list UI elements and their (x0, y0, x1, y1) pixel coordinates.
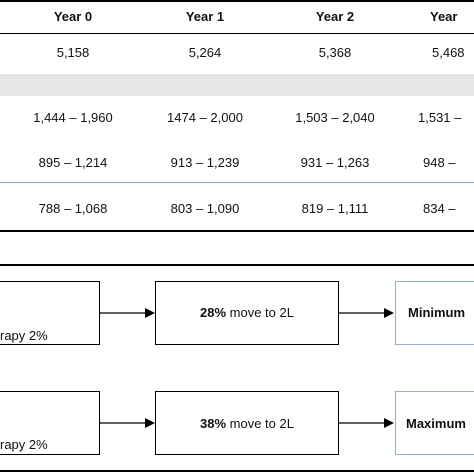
cell-r1-c2: 1,503 – 2,040 (295, 110, 375, 125)
cell-r1-c0: 1,444 – 1,960 (33, 110, 113, 125)
cell-r2-c3: 948 – (423, 155, 456, 170)
header-year-0: Year 0 (53, 9, 93, 24)
cell-r3-c3: 834 – (423, 201, 456, 216)
table-top-border (0, 0, 474, 2)
flow-box-mid-1 (155, 281, 339, 345)
flow-box-left-2 (0, 391, 100, 455)
arrow-2b-icon (339, 418, 394, 428)
flow-box-right-1 (395, 281, 474, 345)
flow-top-border (0, 264, 474, 266)
cell-r1-c3: 1,531 – (418, 110, 462, 125)
move-label-2: move to 2L (226, 416, 294, 431)
arrow-2a-icon (100, 418, 155, 428)
cell-r3-c2: 819 – 1,111 (301, 201, 369, 216)
flow-box-mid-2-text: 38% move to 2L (155, 416, 339, 431)
section-divider-band (0, 74, 474, 96)
flow-box-mid-2 (155, 391, 339, 455)
cell-r3-c0: 788 – 1,068 (38, 201, 108, 216)
move-percent-1: 28% (200, 305, 227, 320)
flow-box-mid-1-text: 28% move to 2L (155, 305, 339, 320)
arrow-1b-icon (339, 308, 394, 318)
flow-box-right-2 (395, 391, 474, 455)
flow-box-left-1 (0, 281, 100, 345)
arrow-1a-icon (100, 308, 155, 318)
cell-r2-c0: 895 – 1,214 (38, 155, 108, 170)
move-label-1: move to 2L (226, 305, 294, 320)
cell-r2-c1: 913 – 1,239 (170, 155, 240, 170)
cell-r0-c1: 5,264 (188, 45, 222, 60)
move-percent-2: 38% (200, 416, 227, 431)
flow-box-left-2-text: rapy 2% (0, 437, 48, 452)
cell-r0-c2: 5,368 (318, 45, 352, 60)
cell-r2-c2: 931 – 1,263 (300, 155, 370, 170)
flow-box-right-2-text: Maximum (406, 416, 466, 431)
header-year-3: Year (430, 9, 458, 24)
cell-r0-c3: 5,468 (432, 45, 465, 60)
flow-box-left-1-text: rapy 2% (0, 328, 48, 343)
flow-box-right-1-text: Minimum (408, 305, 466, 320)
header-year-2: Year 2 (315, 9, 355, 24)
table-bottom-border (0, 230, 474, 232)
header-bottom-border (0, 33, 474, 34)
cell-r3-c1: 803 – 1,090 (170, 201, 240, 216)
row-divider-blue (0, 182, 474, 183)
header-year-1: Year 1 (185, 9, 225, 24)
cell-r0-c0: 5,158 (56, 45, 90, 60)
flow-bottom-border (0, 470, 474, 472)
cell-r1-c1: 1474 – 2,000 (167, 110, 243, 125)
